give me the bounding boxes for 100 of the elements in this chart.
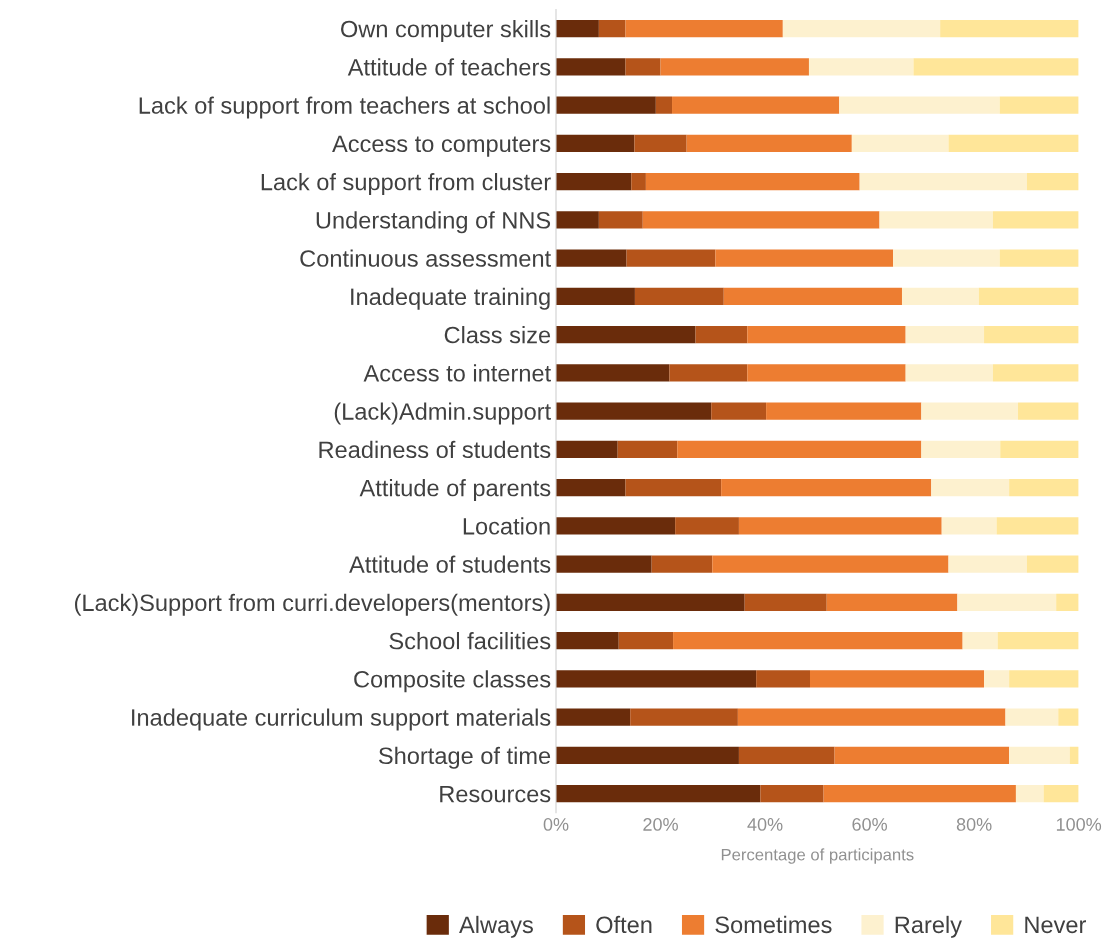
- bar: [556, 478, 626, 497]
- bar: [1043, 784, 1079, 803]
- bar: [556, 402, 712, 420]
- bar: [921, 402, 1019, 420]
- y-tick-label: Attitude of parents: [359, 479, 551, 502]
- bar: [715, 249, 894, 267]
- bar: [556, 96, 656, 114]
- bar: [625, 478, 722, 497]
- bar: [879, 211, 993, 229]
- y-tick-label: Continuous assessment: [300, 249, 551, 267]
- y-tick-label: (Lack)Admin.support: [334, 402, 551, 425]
- bar: [839, 96, 1000, 114]
- bar: [823, 784, 1016, 803]
- bar: [712, 555, 949, 573]
- bar: [655, 96, 673, 114]
- bar: [618, 631, 674, 650]
- bar: [556, 631, 619, 650]
- y-tick-label: Class size: [444, 326, 551, 344]
- bar: [826, 593, 958, 611]
- y-tick-label: Own computer skills: [341, 20, 551, 43]
- bar: [738, 746, 835, 764]
- bar: [556, 440, 618, 458]
- bar: [598, 211, 643, 229]
- bar: [782, 19, 941, 38]
- bar: [766, 402, 922, 420]
- bar: [756, 670, 810, 688]
- bar: [556, 784, 761, 803]
- x-tick-label: 40%: [747, 818, 783, 831]
- bar: [634, 134, 687, 152]
- bar: [626, 249, 716, 267]
- bar: [921, 440, 1001, 458]
- bar: [695, 325, 748, 344]
- y-tick-label: Shortage of time: [378, 746, 551, 769]
- bar: [598, 19, 626, 38]
- bar: [1058, 708, 1079, 726]
- bar: [686, 134, 852, 152]
- bar: [675, 517, 739, 535]
- bar: [556, 708, 631, 726]
- y-tick-label: Attitude of teachers: [347, 58, 551, 76]
- y-tick-label: Readiness of students: [319, 440, 551, 459]
- bar: [721, 478, 932, 497]
- y-tick-label: Lack of support from teachers at school: [139, 96, 550, 119]
- bar: [556, 211, 599, 229]
- bar: [905, 364, 993, 382]
- bar: [1000, 440, 1079, 458]
- bar: [997, 631, 1079, 650]
- bar: [834, 746, 1010, 764]
- bar: [984, 670, 1010, 688]
- bar: [851, 134, 949, 152]
- bar: [673, 631, 963, 650]
- bar: [631, 172, 646, 191]
- y-tick-label: (Lack)Support from curri.developers(mentors): [75, 593, 550, 616]
- bar: [556, 517, 676, 535]
- bar: [625, 58, 661, 76]
- y-tick-label: Inadequate curriculum support materials: [132, 708, 551, 731]
- y-tick-label: Inadequate training: [351, 287, 550, 310]
- bar: [1005, 708, 1059, 726]
- bar: [556, 746, 739, 764]
- bar: [556, 58, 626, 76]
- bar: [645, 172, 860, 191]
- bar: [1009, 670, 1079, 688]
- legend-label: Rarely: [895, 915, 962, 938]
- bar: [999, 249, 1079, 267]
- bar: [660, 58, 809, 76]
- bar: [957, 593, 1057, 611]
- bar: [556, 364, 670, 382]
- bar: [556, 593, 745, 611]
- bar: [711, 402, 767, 420]
- y-tick-label: Access to internet: [363, 364, 551, 382]
- bar: [962, 631, 998, 650]
- bar: [669, 364, 748, 382]
- y-tick-label: Understanding of NNS: [316, 211, 551, 234]
- bar: [992, 211, 1079, 229]
- bar: [1026, 172, 1079, 191]
- bar: [737, 708, 1006, 726]
- bar: [1018, 402, 1079, 420]
- bar: [996, 517, 1079, 535]
- bar: [723, 287, 902, 305]
- x-tick-label: 80%: [956, 818, 992, 831]
- bar: [992, 364, 1079, 382]
- bar: [984, 325, 1079, 344]
- bar: [617, 440, 678, 458]
- y-tick-label: Attitude of students: [349, 555, 551, 573]
- bar: [625, 19, 783, 38]
- bar: [556, 249, 627, 267]
- bar: [744, 593, 827, 611]
- bar: [634, 287, 724, 305]
- legend-label: Never: [1025, 916, 1086, 934]
- bar: [893, 249, 1000, 267]
- bar: [556, 19, 599, 38]
- x-tick-label: 0%: [543, 818, 569, 831]
- bar: [651, 555, 713, 573]
- bar: [642, 211, 880, 229]
- bar: [672, 96, 840, 114]
- bar: [747, 325, 906, 344]
- bar: [556, 670, 757, 688]
- bar: [948, 134, 1079, 152]
- bar: [931, 478, 1010, 497]
- bar: [810, 670, 985, 688]
- legend-label: Always: [459, 915, 533, 938]
